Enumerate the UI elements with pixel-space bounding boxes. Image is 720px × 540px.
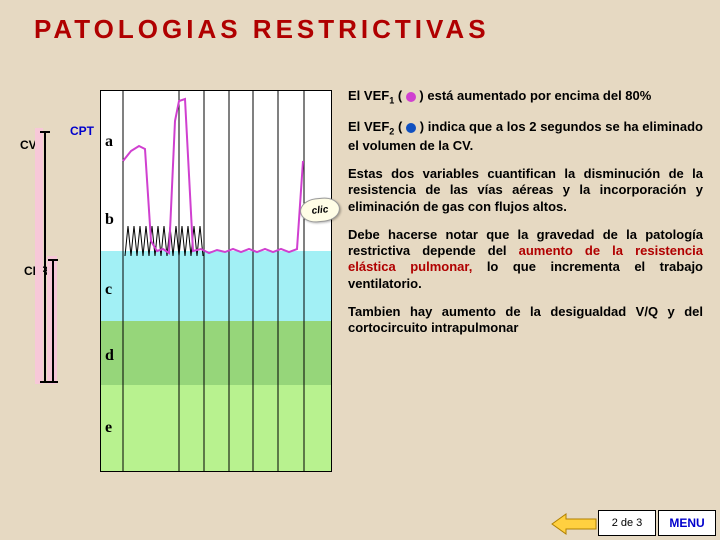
chart-svg [101, 91, 331, 471]
para-4: Debe hacerse notar que la gravedad de la… [348, 227, 703, 292]
cfr-tick [48, 259, 58, 261]
menu-button[interactable]: MENU [658, 510, 716, 536]
vef1_curve [123, 99, 303, 253]
cv-tick [40, 131, 50, 133]
band-letter-d: d [105, 347, 114, 365]
page-indicator: 2 de 3 [598, 510, 656, 536]
explanation-text: El VEF1 ( ) está aumentado por encima de… [348, 88, 703, 348]
slide-title: PATOLOGIAS RESTRICTIVAS [34, 14, 490, 45]
band-letter-c: c [105, 281, 112, 299]
cpt-label: CPT [70, 124, 94, 138]
cv-bar [44, 132, 46, 382]
para-vef2: El VEF2 ( ) indica que a los 2 segundos … [348, 119, 703, 154]
para-5: Tambien hay aumento de la desigualdad V/… [348, 304, 703, 337]
cfr-bar [52, 260, 54, 382]
cfr-tick [48, 381, 58, 383]
volume-bar-0 [35, 128, 43, 384]
vef2-dot [406, 123, 416, 133]
para-3: Estas dos variables cuantifican la dismi… [348, 166, 703, 215]
band-letter-a: a [105, 133, 113, 151]
spirometry-chart: a b c d e [100, 90, 332, 472]
prev-arrow[interactable] [550, 512, 598, 536]
band-letter-b: b [105, 211, 114, 229]
band-letter-e: e [105, 419, 112, 437]
vef1-dot [406, 92, 416, 102]
para-vef1: El VEF1 ( ) está aumentado por encima de… [348, 88, 703, 107]
